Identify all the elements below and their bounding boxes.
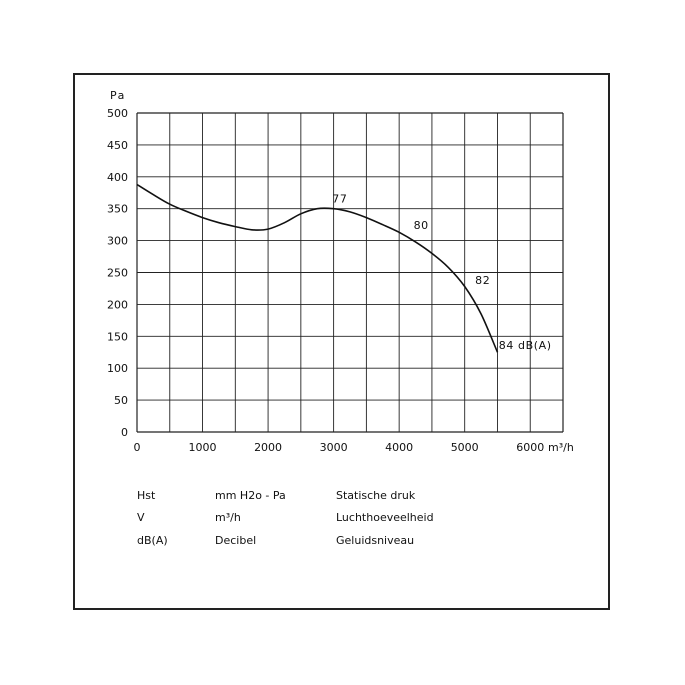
legend-description: Luchthoeveelheid [336, 511, 434, 524]
pressure-curve-line [136, 183, 499, 353]
x-tick-label: 5000 [451, 441, 479, 454]
y-tick-label: 500 [107, 107, 128, 120]
y-tick-label: 400 [107, 171, 128, 184]
grid [136, 112, 564, 433]
legend-unit: Decibel [215, 534, 257, 547]
sound-level-label: 77 [332, 192, 347, 205]
y-tick-label: 50 [114, 394, 128, 407]
chart-frame [73, 73, 610, 610]
legend-unit: mm H2o - Pa [215, 489, 286, 502]
sound-level-label: 80 [414, 219, 429, 232]
x-tick-label: 0 [134, 441, 141, 454]
x-tick-label: 4000 [385, 441, 413, 454]
annotations: 77 80 82 84 dB(A) [332, 192, 551, 352]
y-tick-label: 350 [107, 203, 128, 216]
sound-level-label: 82 [475, 274, 490, 287]
legend-description: Geluidsniveau [336, 534, 415, 547]
x-tick-label: 6000 [516, 441, 544, 454]
legend-unit: m³/h [215, 511, 241, 524]
legend-symbol: dB(A) [137, 534, 168, 547]
y-tick-label: 250 [107, 267, 128, 280]
y-tick-label: 450 [107, 139, 128, 152]
legend-symbol: V [137, 511, 145, 524]
y-tick-label: 200 [107, 298, 128, 311]
y-tick-label: 0 [121, 426, 128, 439]
x-axis-label: m³/h [548, 441, 574, 454]
x-tick-label: 2000 [254, 441, 282, 454]
legend-symbol: Hst [137, 489, 156, 502]
legend-description: Statische druk [336, 489, 416, 502]
x-tick-label: 3000 [320, 441, 348, 454]
y-tick-label: 300 [107, 235, 128, 248]
y-tick-label: 100 [107, 362, 128, 375]
y-axis-label: Pa [110, 89, 126, 102]
x-tick-label: 1000 [189, 441, 217, 454]
sound-level-label: 84 dB(A) [499, 339, 552, 352]
y-tick-label: 150 [107, 330, 128, 343]
